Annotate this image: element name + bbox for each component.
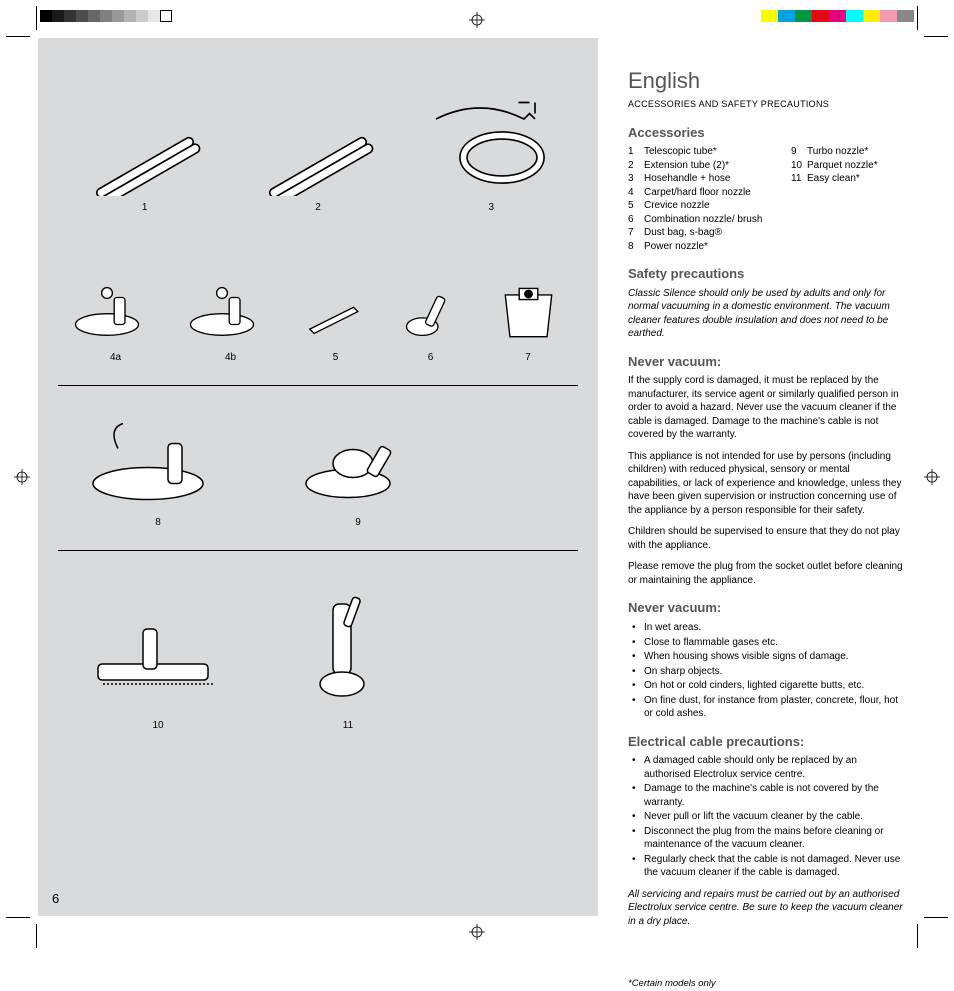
accessory-item: 3Hosehandle + hose (628, 172, 763, 186)
accessory-item: 9Turbo nozzle* (791, 145, 878, 159)
figure-label: 2 (315, 202, 321, 213)
list-item: Close to flammable gases etc. (632, 636, 904, 650)
accessory-item: 4Carpet/hard floor nozzle (628, 186, 763, 200)
swatch (124, 10, 136, 22)
figure-label: 4b (225, 352, 236, 363)
list-item: Damage to the machine's cable is not cov… (632, 782, 904, 809)
list-item: On hot or cold cinders, lighted cigarett… (632, 679, 904, 693)
figure-label: 3 (489, 202, 495, 213)
accessory-item: 2Extension tube (2)* (628, 159, 763, 173)
figure-label: 10 (152, 720, 163, 731)
figure-label: 11 (343, 720, 353, 731)
list-item: In wet areas. (632, 621, 904, 635)
swatch (40, 10, 52, 22)
divider (58, 550, 578, 551)
figure-floor-nozzle-a: 4a (71, 276, 161, 363)
figure-combination-nozzle: 6 (396, 281, 466, 363)
never-vacuum-heading-1: Never vacuum: (628, 353, 904, 371)
language-heading: English (628, 66, 904, 96)
swatch (136, 10, 148, 22)
figure-parquet-nozzle: 10 (88, 604, 228, 731)
accessories-list: 1Telescopic tube*2Extension tube (2)*3Ho… (628, 145, 904, 253)
figure-dust-bag: 7 (491, 281, 566, 363)
list-item: Disconnect the plug from the mains befor… (632, 825, 904, 852)
registration-mark-top (469, 12, 485, 28)
figure-floor-nozzle-b: 4b (186, 276, 276, 363)
swatch (148, 10, 160, 22)
list-item: On sharp objects. (632, 665, 904, 679)
footnote: *Certain models only (628, 978, 904, 991)
accessory-item: 1Telescopic tube* (628, 145, 763, 159)
swatch (160, 10, 172, 22)
never-vacuum-heading-2: Never vacuum: (628, 599, 904, 617)
swatch (64, 10, 76, 22)
figure-label: 9 (355, 517, 361, 528)
never-vacuum-list: In wet areas.Close to flammable gases et… (628, 621, 904, 721)
swatch (761, 10, 778, 22)
divider (58, 385, 578, 386)
list-item: A damaged cable should only be replaced … (632, 754, 904, 781)
figure-turbo-nozzle: 9 (298, 426, 418, 528)
swatch (76, 10, 88, 22)
swatch (846, 10, 863, 22)
closing-text: All servicing and repairs must be carrie… (628, 888, 904, 929)
accessory-item: 8Power nozzle* (628, 240, 763, 254)
body-paragraph: Children should be supervised to ensure … (628, 525, 904, 552)
page-number: 6 (52, 891, 59, 906)
swatch (88, 10, 100, 22)
list-item: Never pull or lift the vacuum cleaner by… (632, 810, 904, 824)
subtitle: ACCESSORIES AND SAFETY PRECAUTIONS (628, 98, 904, 110)
figure-power-nozzle: 8 (88, 416, 228, 528)
registration-mark-bottom (469, 924, 485, 940)
swatch (863, 10, 880, 22)
list-item: On fine dust, for instance from plaster,… (632, 694, 904, 721)
accessory-item: 7Dust bag, s-bag® (628, 226, 763, 240)
figure-easy-clean: 11 (298, 584, 398, 731)
swatch (897, 10, 914, 22)
accessory-item: 5Crevice nozzle (628, 199, 763, 213)
figure-label: 5 (333, 352, 339, 363)
figure-label: 6 (428, 352, 434, 363)
illustration-panel: 1 2 3 4a 4b 5 6 7 8 9 10 11 6 (38, 38, 598, 916)
text-panel: English ACCESSORIES AND SAFETY PRECAUTIO… (598, 38, 916, 916)
accessory-item: 10Parquet nozzle* (791, 159, 878, 173)
swatch (829, 10, 846, 22)
safety-intro: Classic Silence should only be used by a… (628, 287, 904, 341)
figure-crevice-nozzle: 5 (301, 286, 371, 363)
swatch (795, 10, 812, 22)
figure-label: 8 (155, 517, 161, 528)
electrical-heading: Electrical cable precautions: (628, 733, 904, 751)
electrical-list: A damaged cable should only be replaced … (628, 754, 904, 880)
figure-hose-handle: 3 (416, 86, 566, 213)
list-item: When housing shows visible signs of dama… (632, 650, 904, 664)
body-paragraph: If the supply cord is damaged, it must b… (628, 374, 904, 442)
registration-mark-left (14, 469, 30, 485)
swatch (112, 10, 124, 22)
page-content: 1 2 3 4a 4b 5 6 7 8 9 10 11 6 English ACCESSORIE… (38, 38, 916, 916)
swatch (52, 10, 64, 22)
list-item: Regularly check that the cable is not da… (632, 853, 904, 880)
figure-label: 1 (142, 202, 148, 213)
figure-telescopic-tube: 1 (70, 86, 220, 213)
accessory-item: 6Combination nozzle/ brush (628, 213, 763, 227)
figure-label: 7 (525, 352, 531, 363)
swatch (880, 10, 897, 22)
accessories-heading: Accessories (628, 124, 904, 142)
figure-extension-tube: 2 (243, 86, 393, 213)
body-paragraph: This appliance is not intended for use b… (628, 450, 904, 518)
swatch (100, 10, 112, 22)
registration-mark-right (924, 469, 940, 485)
accessory-item: 11Easy clean* (791, 172, 878, 186)
safety-heading: Safety precautions (628, 265, 904, 283)
body-paragraph: Please remove the plug from the socket o… (628, 560, 904, 587)
swatch (778, 10, 795, 22)
figure-label: 4a (110, 352, 121, 363)
swatch (812, 10, 829, 22)
